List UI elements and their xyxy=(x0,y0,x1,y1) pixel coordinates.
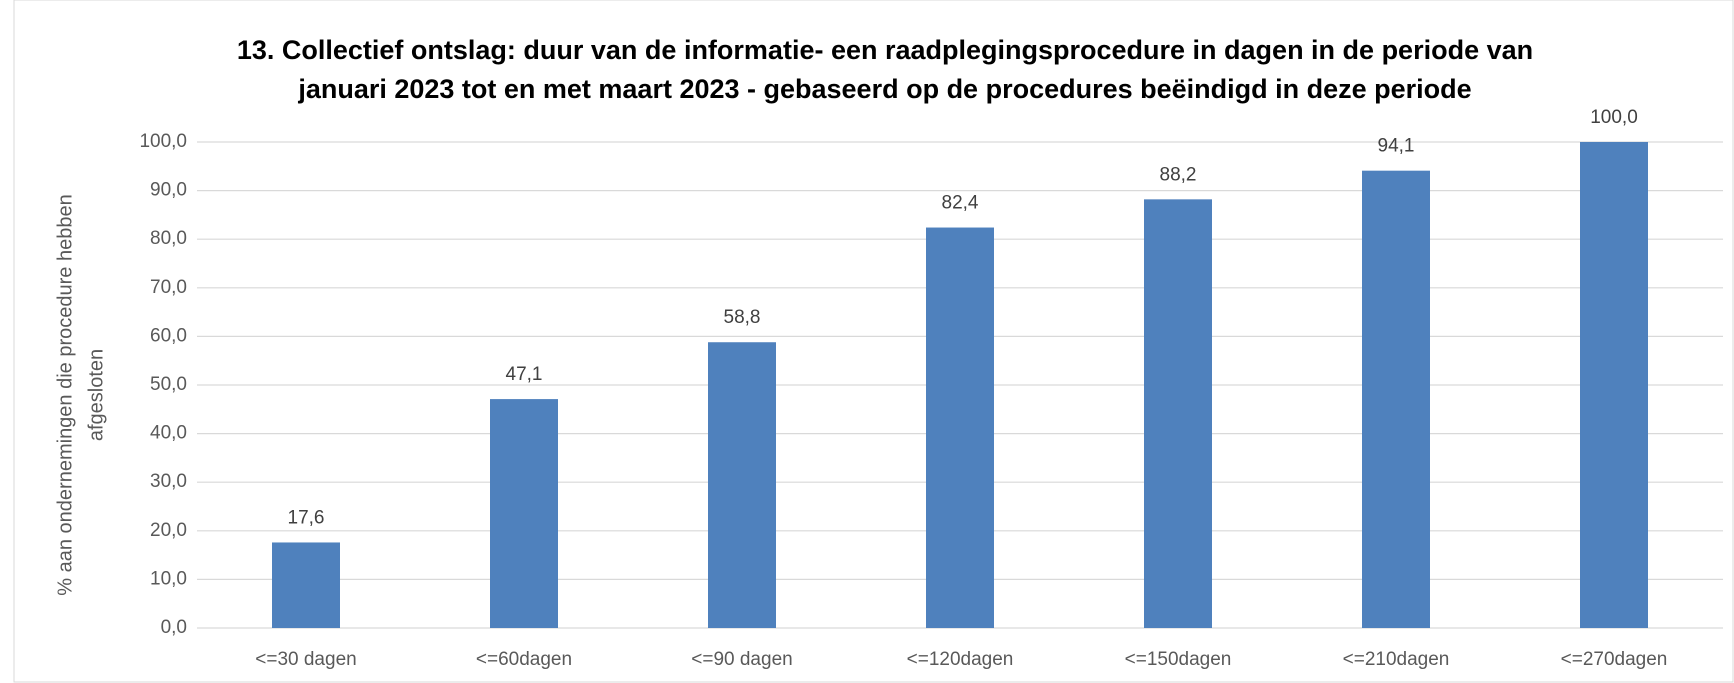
y-tick-label: 80,0 xyxy=(150,228,187,249)
y-tick-label: 40,0 xyxy=(150,423,187,444)
y-axis-label: % aan ondernemingen die procedure hebben xyxy=(54,194,76,595)
y-tick-label: 100,0 xyxy=(139,131,187,152)
x-tick-label: <=60dagen xyxy=(476,649,572,670)
value-label: 100,0 xyxy=(1590,107,1638,128)
y-tick-label: 20,0 xyxy=(150,520,187,541)
x-tick-label: <=270dagen xyxy=(1561,649,1668,670)
x-tick-label: <=30 dagen xyxy=(255,649,356,670)
bar xyxy=(1144,199,1212,628)
x-tick-label: <=90 dagen xyxy=(691,649,792,670)
bar xyxy=(926,227,994,628)
bar xyxy=(272,542,340,628)
x-tick-label: <=120dagen xyxy=(907,649,1014,670)
bar xyxy=(490,399,558,628)
y-tick-label: 50,0 xyxy=(150,374,187,395)
value-label: 82,4 xyxy=(942,193,979,214)
y-tick-label: 0,0 xyxy=(161,617,187,638)
bar xyxy=(1362,170,1430,628)
chart-title: januari 2023 tot en met maart 2023 - geb… xyxy=(297,74,1471,104)
bar xyxy=(1580,142,1648,628)
bar xyxy=(708,342,776,628)
value-label: 47,1 xyxy=(506,364,543,385)
value-label: 94,1 xyxy=(1378,136,1415,157)
chart-title: 13. Collectief ontslag: duur van de info… xyxy=(237,35,1533,65)
value-label: 17,6 xyxy=(288,507,325,528)
value-label: 58,8 xyxy=(724,307,761,328)
chart-border xyxy=(13,0,1734,683)
value-label: 88,2 xyxy=(1160,164,1197,185)
y-tick-label: 90,0 xyxy=(150,180,187,201)
x-tick-label: <=150dagen xyxy=(1125,649,1232,670)
y-tick-label: 60,0 xyxy=(150,325,187,346)
y-tick-label: 70,0 xyxy=(150,277,187,298)
y-tick-label: 10,0 xyxy=(150,568,187,589)
y-axis-label: afgesloten xyxy=(85,349,107,441)
x-tick-label: <=210dagen xyxy=(1343,649,1450,670)
y-tick-label: 30,0 xyxy=(150,471,187,492)
